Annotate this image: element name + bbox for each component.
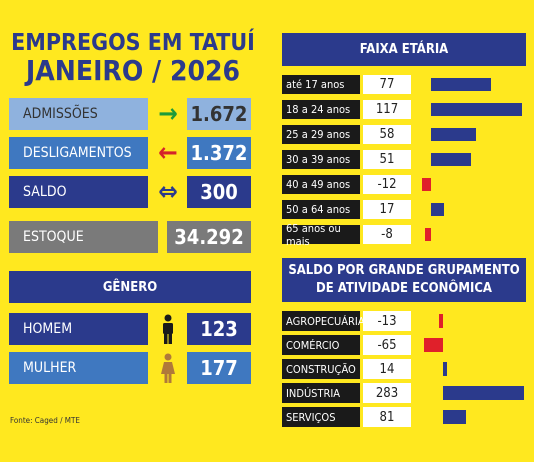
setor-bar	[443, 410, 467, 424]
setor-row-value: 283	[363, 383, 411, 403]
arrow-icon: ←	[158, 138, 178, 168]
setor-header-line1: SALDO POR GRANDE GRUPAMENTO	[288, 263, 520, 278]
male-icon	[155, 313, 181, 345]
faixa-bar	[431, 128, 477, 141]
setor-row-label: SERVIÇOS	[282, 407, 360, 427]
faixa-row-value: -8	[363, 225, 411, 244]
setor-row-label: INDÚSTRIA	[282, 383, 360, 403]
setor-bar	[424, 338, 443, 352]
faixa-row-value: 117	[363, 100, 411, 119]
faixa-row-label: 25 a 29 anos	[282, 125, 360, 144]
setor-row-label: CONSTRUÇÃO	[282, 359, 360, 379]
setor-header-line2: DE ATIVIDADE ECONÔMICA	[316, 281, 492, 296]
faixa-row-label: 50 a 64 anos	[282, 200, 360, 219]
setor-bar	[443, 362, 447, 376]
genero-label: HOMEM	[9, 313, 148, 345]
genero-value: 177	[187, 352, 251, 384]
arrow-icon: ⇔	[158, 177, 178, 207]
footnote: Fonte: Caged / MTE	[10, 416, 80, 425]
summary-value: 1.372	[187, 137, 251, 169]
faixa-bar	[431, 103, 523, 116]
setor-row-value: -65	[363, 335, 411, 355]
faixa-row-value: 58	[363, 125, 411, 144]
page-subtitle: JANEIRO / 2026	[25, 54, 241, 87]
summary-value: 300	[187, 176, 251, 208]
faixa-bar	[421, 178, 431, 191]
setor-bar	[439, 314, 443, 328]
faixa-row-label: 40 a 49 anos	[282, 175, 360, 194]
genero-value: 123	[187, 313, 251, 345]
faixa-row-label: 18 a 24 anos	[282, 100, 360, 119]
estoque-value: 34.292	[167, 221, 251, 253]
setor-row-label: COMÉRCIO	[282, 335, 360, 355]
faixa-bar	[431, 203, 445, 216]
setor-row-value: 14	[363, 359, 411, 379]
summary-value: 1.672	[187, 98, 251, 130]
faixa-row-label: 30 a 39 anos	[282, 150, 360, 169]
faixa-bar	[431, 78, 492, 91]
faixa-row-label: até 17 anos	[282, 75, 360, 94]
faixa-bar	[431, 153, 471, 166]
summary-label: ADMISSÕES	[9, 98, 148, 130]
faixa-row-value: 77	[363, 75, 411, 94]
summary-label: DESLIGAMENTOS	[9, 137, 148, 169]
genero-header: GÊNERO	[9, 271, 251, 303]
faixa-row-value: 17	[363, 200, 411, 219]
setor-header: SALDO POR GRANDE GRUPAMENTO DE ATIVIDADE…	[282, 258, 526, 302]
genero-label: MULHER	[9, 352, 148, 384]
faixa-bar	[424, 228, 431, 241]
setor-bar	[443, 386, 524, 400]
estoque-label: ESTOQUE	[9, 221, 158, 253]
faixa-row-value: -12	[363, 175, 411, 194]
faixa-etaria-header: FAIXA ETÁRIA	[282, 33, 526, 66]
setor-row-value: -13	[363, 311, 411, 331]
faixa-row-value: 51	[363, 150, 411, 169]
setor-row-value: 81	[363, 407, 411, 427]
faixa-row-label: 65 anos ou mais	[282, 222, 360, 248]
page-title: EMPREGOS EM TATUÍ	[11, 30, 255, 56]
summary-label: SALDO	[9, 176, 148, 208]
female-icon	[155, 352, 181, 384]
arrow-icon: →	[158, 99, 178, 129]
setor-row-label: AGROPECUÁRIA	[282, 311, 365, 331]
